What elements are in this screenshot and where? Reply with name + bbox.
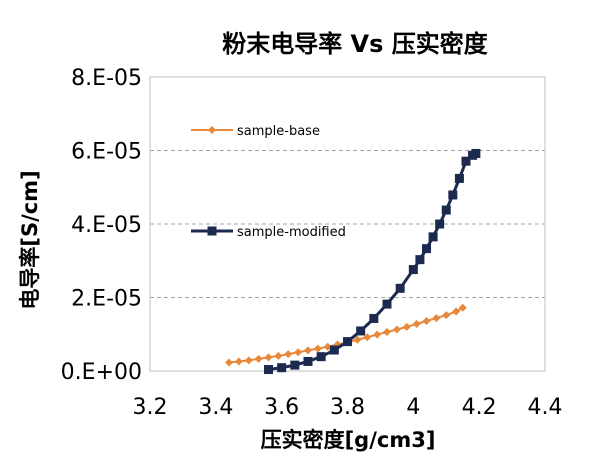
y-tick-label: 4.E-05 <box>71 213 142 238</box>
series-layer <box>225 148 481 375</box>
legend-label: sample-base <box>237 124 320 139</box>
data-point <box>264 365 273 375</box>
chart-title: 粉末电导率 Vs 压实密度 <box>222 30 489 58</box>
data-point <box>471 148 481 158</box>
data-point <box>284 350 293 359</box>
series-line <box>268 152 477 372</box>
data-point <box>234 357 243 366</box>
data-point <box>356 326 366 336</box>
x-tick-label: 3.6 <box>264 395 299 420</box>
data-point <box>454 173 464 183</box>
y-tick-label: 2.E-05 <box>71 287 142 312</box>
x-tick-label: 4.2 <box>462 395 497 420</box>
data-point <box>264 353 273 362</box>
legend-label: sample-modified <box>237 225 346 240</box>
data-point <box>428 232 438 242</box>
series-line <box>228 306 464 364</box>
data-point <box>369 313 379 323</box>
data-point <box>402 322 411 331</box>
legend: sample-base sample-modified <box>191 124 346 240</box>
data-point <box>452 307 461 316</box>
data-point <box>422 317 431 326</box>
data-point <box>392 325 401 334</box>
data-point <box>323 342 332 351</box>
data-point <box>435 219 445 229</box>
data-point <box>303 356 313 366</box>
x-tick-label: 4 <box>406 395 420 420</box>
x-tick-label: 4.4 <box>528 395 563 420</box>
data-point <box>461 156 471 166</box>
x-axis-title: 压实密度[g/cm3] <box>261 428 436 452</box>
y-tick-label: 0.E+00 <box>61 360 142 385</box>
legend-item: sample-base <box>191 124 320 139</box>
data-point <box>432 314 441 323</box>
data-point <box>290 360 300 370</box>
data-point <box>313 344 322 353</box>
data-point <box>382 299 392 309</box>
data-point <box>383 328 391 337</box>
legend-item: sample-modified <box>191 225 346 240</box>
y-tick-label: 6.E-05 <box>71 140 142 165</box>
series-sample-modified <box>264 148 481 375</box>
data-point <box>422 244 431 254</box>
series-sample-base <box>225 303 467 367</box>
data-point <box>277 363 287 373</box>
data-point <box>329 345 339 355</box>
grid <box>150 150 545 298</box>
x-axis: 3.2 3.4 3.6 3.8 4 4.2 4.4 <box>133 395 563 420</box>
data-point <box>441 205 451 215</box>
data-point <box>408 265 418 275</box>
y-tick-label: 8.E-05 <box>71 66 142 91</box>
legend-marker <box>207 226 217 236</box>
data-point <box>363 333 372 342</box>
data-point <box>294 348 303 357</box>
x-tick-label: 3.8 <box>330 395 365 420</box>
data-point <box>448 190 458 200</box>
plot-area <box>149 76 546 372</box>
data-point <box>395 283 405 293</box>
y-axis: 0.E+00 2.E-05 4.E-05 6.E-05 8.E-05 <box>61 66 142 385</box>
y-axis-title: 电导率[S/cm] <box>18 170 42 309</box>
x-tick-label: 3.2 <box>133 395 168 420</box>
data-point <box>373 330 382 339</box>
data-point <box>415 255 425 265</box>
data-point <box>274 351 283 360</box>
data-point <box>304 346 312 355</box>
data-point <box>412 319 421 328</box>
data-point <box>442 311 451 320</box>
legend-marker <box>208 126 216 134</box>
data-point <box>343 337 352 347</box>
data-point <box>458 303 467 312</box>
x-tick-label: 3.4 <box>198 395 233 420</box>
data-point <box>244 356 253 365</box>
data-point <box>316 352 326 362</box>
data-point <box>254 354 263 363</box>
data-point <box>353 335 362 344</box>
data-point <box>225 358 233 367</box>
